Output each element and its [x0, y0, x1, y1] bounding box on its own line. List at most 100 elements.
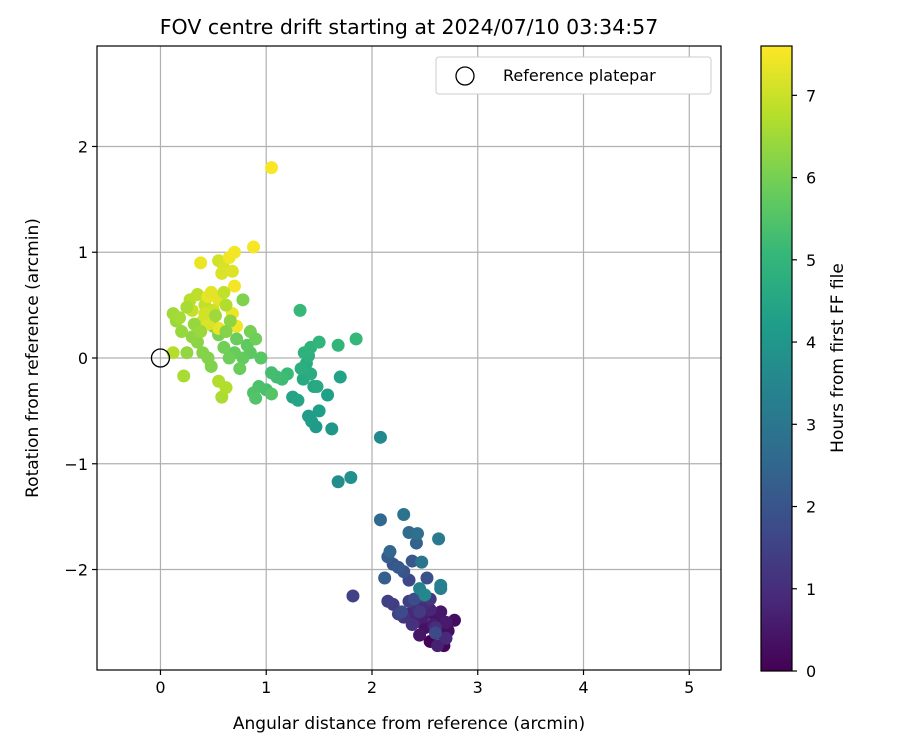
x-tick-label: 5 — [684, 678, 694, 697]
y-tick-label: 1 — [78, 243, 88, 262]
data-point — [219, 325, 233, 339]
data-point — [294, 362, 308, 376]
data-point — [439, 615, 453, 629]
points-layer — [166, 161, 461, 653]
data-point — [395, 605, 409, 619]
colorbar-tick-label: 3 — [806, 415, 816, 434]
colorbar-axis: 0 1 2 3 4 5 6 7 — [792, 86, 816, 681]
data-point — [180, 300, 194, 314]
legend-entry-reference-platepar: Reference platepar — [503, 66, 656, 85]
data-point — [344, 471, 358, 485]
x-tick-label: 1 — [261, 678, 271, 697]
data-point — [434, 605, 448, 619]
data-point — [233, 362, 247, 376]
y-axis-label: Rotation from reference (arcmin) — [23, 218, 43, 498]
data-point — [331, 475, 345, 489]
data-point — [219, 298, 233, 312]
data-point — [215, 266, 229, 280]
data-point — [227, 245, 241, 259]
data-point — [373, 430, 387, 444]
colorbar-tick-label: 1 — [806, 580, 816, 599]
data-point — [333, 370, 347, 384]
data-point — [222, 351, 236, 365]
data-point — [265, 161, 279, 175]
data-point — [194, 325, 208, 339]
data-point — [383, 545, 397, 559]
colorbar-tick-label: 6 — [806, 169, 816, 188]
chart-title: FOV centre drift starting at 2024/07/10 … — [160, 15, 659, 39]
data-point — [428, 626, 442, 640]
legend-reference-marker-icon — [455, 66, 475, 86]
y-tick-label: 2 — [78, 137, 88, 156]
colorbar — [760, 45, 793, 672]
data-point — [204, 285, 218, 299]
y-tick-label: −1 — [64, 455, 88, 474]
data-point — [172, 311, 186, 325]
reference-platepar-marker — [150, 348, 171, 368]
data-point — [413, 628, 427, 642]
data-point — [230, 332, 244, 346]
data-point — [254, 351, 268, 365]
y-tick-label: −2 — [64, 561, 88, 580]
data-point — [397, 508, 411, 522]
data-point — [198, 307, 212, 321]
data-point — [175, 325, 189, 339]
data-point — [420, 571, 434, 585]
x-tick-label: 3 — [473, 678, 483, 697]
data-point — [177, 369, 191, 383]
data-point — [415, 555, 429, 569]
data-point — [236, 293, 250, 307]
data-point — [431, 639, 445, 653]
data-point — [166, 346, 180, 360]
data-point — [304, 367, 318, 381]
data-point — [190, 288, 204, 302]
data-point — [381, 594, 395, 608]
data-point — [432, 532, 446, 546]
data-point — [410, 527, 424, 541]
data-point — [325, 422, 339, 436]
data-point — [349, 332, 363, 346]
grid — [97, 46, 721, 670]
data-point — [312, 404, 326, 418]
data-point — [391, 560, 405, 574]
data-point — [305, 414, 319, 428]
data-point — [225, 264, 239, 278]
colorbar-tick-label: 5 — [806, 251, 816, 270]
x-tick-label: 4 — [578, 678, 588, 697]
data-point — [194, 256, 208, 270]
legend-box — [435, 56, 712, 95]
data-point — [331, 338, 345, 352]
data-point — [409, 536, 423, 550]
colorbar-label: Hours from first FF file — [828, 263, 848, 453]
y-axis: −2 −1 0 1 2 — [64, 137, 97, 580]
x-axis: 0 1 2 3 4 5 — [155, 670, 694, 697]
data-point — [196, 346, 210, 360]
data-point — [293, 303, 307, 317]
data-point — [413, 605, 427, 619]
data-point — [310, 380, 324, 394]
colorbar-tick-label: 2 — [806, 498, 816, 517]
data-point — [227, 279, 241, 293]
x-tick-label: 0 — [155, 678, 165, 697]
data-point — [249, 391, 263, 405]
data-point — [208, 309, 222, 323]
y-tick-label: 0 — [78, 349, 88, 368]
data-point — [321, 388, 335, 402]
data-point — [217, 340, 231, 354]
data-point — [249, 332, 263, 346]
data-point — [223, 314, 237, 328]
data-point — [405, 618, 419, 632]
data-point — [219, 381, 233, 395]
colorbar-tick-label: 7 — [806, 86, 816, 105]
data-point — [434, 578, 448, 592]
data-point — [439, 631, 453, 645]
data-point — [407, 592, 421, 606]
data-point — [378, 571, 392, 585]
x-axis-label: Angular distance from reference (arcmin) — [233, 714, 585, 734]
x-tick-label: 2 — [367, 678, 377, 697]
data-point — [180, 346, 194, 360]
colorbar-tick-label: 0 — [806, 662, 816, 681]
data-point — [312, 335, 326, 349]
data-point — [346, 589, 360, 603]
